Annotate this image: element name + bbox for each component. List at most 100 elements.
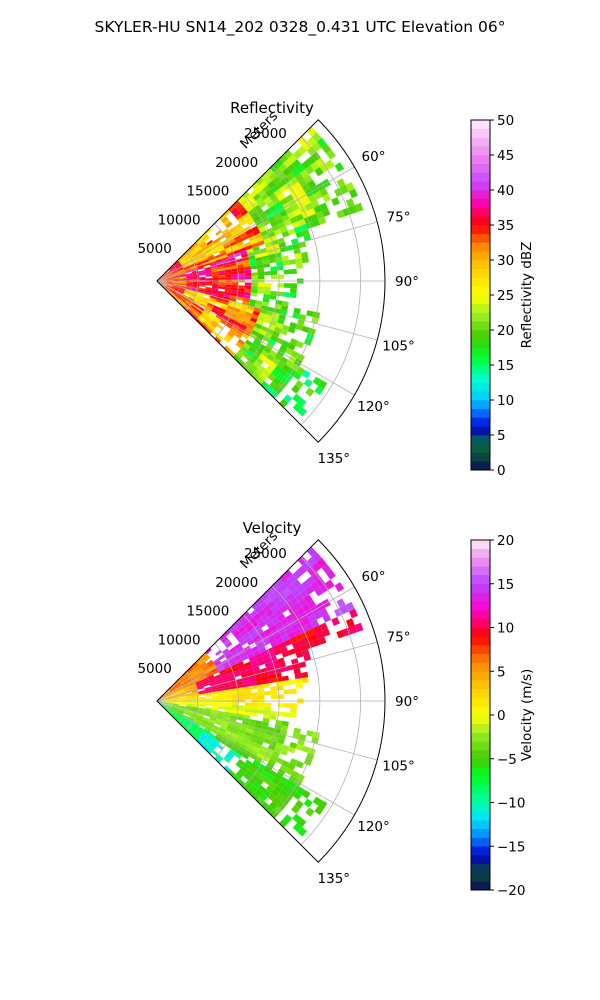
- data-cell: [182, 683, 189, 688]
- colorbar-segment: [471, 645, 490, 655]
- data-cell: [160, 699, 167, 701]
- data-cell: [299, 643, 308, 652]
- data-cell: [173, 277, 180, 279]
- data-cell: [205, 738, 212, 744]
- data-cell: [292, 149, 302, 160]
- data-cell: [233, 727, 241, 733]
- data-cell: [274, 773, 283, 781]
- data-cell: [194, 718, 202, 724]
- data-cell: [172, 272, 179, 276]
- data-cell: [245, 205, 254, 213]
- radar-field: [159, 546, 364, 837]
- data-cell: [299, 223, 308, 232]
- data-cell: [336, 178, 346, 188]
- data-cell: [253, 350, 262, 358]
- data-cell: [263, 616, 272, 625]
- data-cell: [254, 323, 262, 330]
- data-cell: [179, 695, 186, 698]
- data-cell: [272, 330, 280, 338]
- data-cell: [176, 712, 183, 717]
- data-cell: [172, 285, 179, 289]
- data-cell: [278, 583, 288, 592]
- data-cell: [247, 218, 255, 226]
- data-cell: [204, 686, 211, 690]
- data-cell: [242, 212, 251, 220]
- data-cell: [173, 702, 180, 704]
- data-cell: [210, 715, 217, 720]
- data-cell: [205, 327, 212, 334]
- data-cell: [295, 678, 303, 684]
- data-cell: [290, 203, 300, 212]
- data-cell: [244, 692, 252, 697]
- data-cell: [303, 594, 313, 604]
- data-cell: [165, 284, 172, 288]
- data-cell: [271, 196, 280, 205]
- data-cell: [178, 287, 185, 291]
- data-cell: [250, 211, 259, 219]
- data-cell: [295, 743, 304, 751]
- data-cell: [238, 768, 246, 776]
- data-cell: [285, 626, 294, 635]
- data-cell: [184, 289, 192, 293]
- data-cell: [225, 333, 233, 341]
- data-cell: [230, 262, 237, 267]
- data-cell: [170, 687, 176, 692]
- data-cell: [240, 765, 248, 773]
- colorbar-segment: [471, 391, 490, 401]
- data-cell: [243, 772, 251, 781]
- data-cell: [181, 716, 188, 721]
- data-cell: [237, 690, 245, 694]
- data-cell: [198, 735, 206, 742]
- data-cell: [206, 252, 214, 258]
- data-cell: [316, 137, 327, 148]
- colorbar-segment: [471, 216, 490, 226]
- data-cell: [216, 334, 224, 341]
- data-cell: [205, 690, 212, 694]
- data-cell: [223, 264, 231, 268]
- data-cell: [312, 796, 322, 806]
- data-cell: [318, 216, 327, 225]
- data-cell: [193, 244, 200, 251]
- data-cell: [277, 703, 284, 708]
- colorbar-segment: [471, 715, 490, 725]
- data-cell: [252, 339, 261, 347]
- data-cell: [225, 284, 232, 288]
- data-cell: [273, 228, 282, 236]
- data-cell: [298, 661, 307, 668]
- data-cell: [263, 208, 272, 216]
- data-cell: [166, 284, 173, 288]
- data-cell: [227, 331, 235, 338]
- data-cell: [211, 330, 219, 337]
- colorbar-segment: [471, 618, 490, 628]
- data-cell: [234, 302, 242, 307]
- data-cell: [173, 276, 180, 279]
- data-cell: [197, 710, 205, 714]
- data-cell: [319, 622, 328, 631]
- data-cell: [285, 206, 294, 215]
- data-cell: [313, 611, 323, 620]
- data-cell: [238, 206, 246, 214]
- data-cell: [197, 290, 205, 294]
- data-cell: [220, 674, 228, 679]
- data-cell: [229, 679, 237, 685]
- data-cell: [270, 754, 278, 762]
- data-cell: [220, 305, 227, 311]
- data-cell: [202, 259, 209, 264]
- data-cell: [191, 241, 198, 248]
- data-cell: [231, 696, 239, 700]
- data-cell: [272, 224, 280, 232]
- data-cell: [270, 694, 278, 699]
- data-cell: [202, 311, 209, 317]
- data-cell: [274, 201, 283, 209]
- data-cell: [277, 318, 285, 325]
- data-cell: [240, 629, 248, 637]
- data-cell: [166, 279, 174, 281]
- colorbar-tick-label: −20: [497, 883, 526, 899]
- data-cell: [236, 713, 244, 718]
- data-cell: [218, 697, 226, 700]
- data-cell: [222, 661, 230, 667]
- data-cell: [276, 685, 284, 691]
- data-cell: [238, 244, 246, 250]
- data-cell: [289, 292, 297, 299]
- data-cell: [248, 740, 256, 747]
